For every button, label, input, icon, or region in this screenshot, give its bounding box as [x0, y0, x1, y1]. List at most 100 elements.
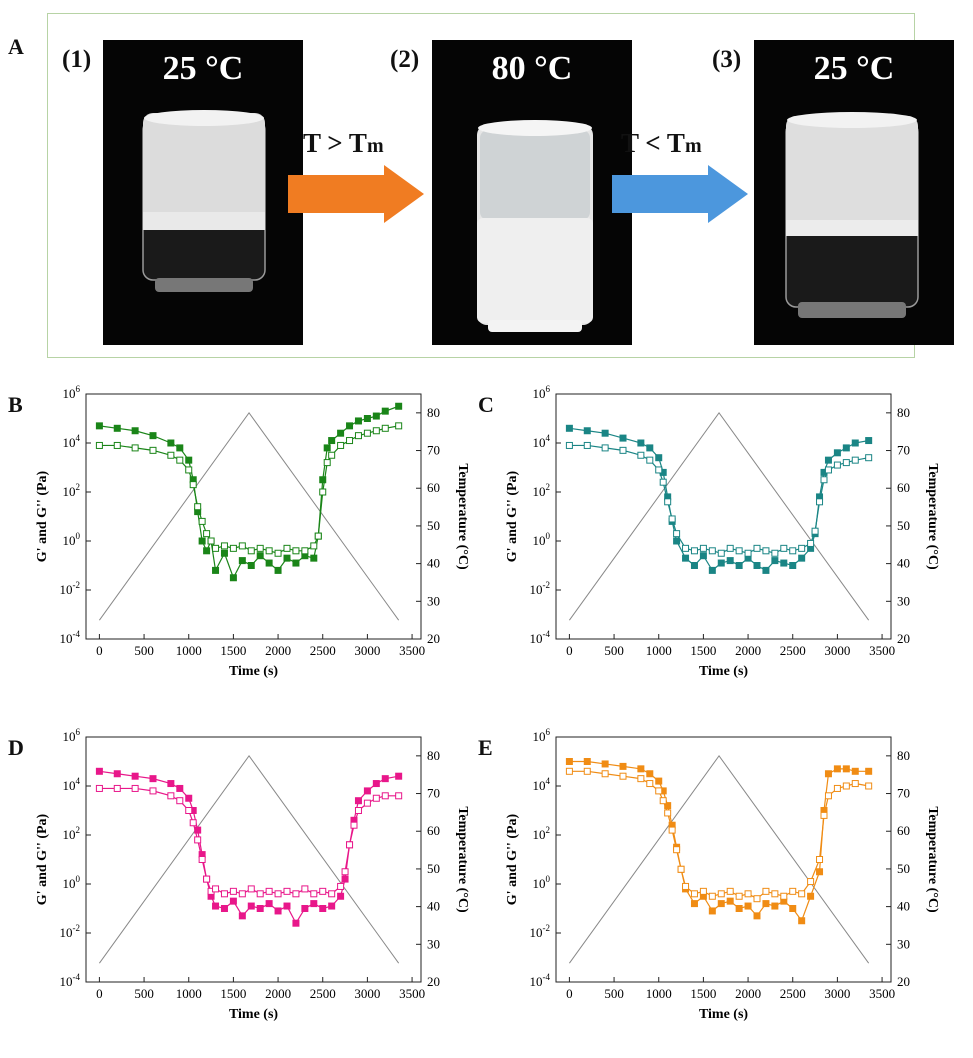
storage-modulus-point — [346, 422, 354, 430]
storage-modulus-point — [807, 892, 815, 900]
storage-modulus-point — [167, 439, 175, 447]
x-tick-label: 3000 — [354, 986, 380, 1001]
loss-modulus-point — [789, 547, 797, 555]
y-tick-label: 10-2 — [60, 923, 81, 940]
storage-modulus-point — [319, 476, 327, 484]
y-tick-label: 10-4 — [530, 629, 551, 646]
loss-modulus-point — [301, 547, 309, 555]
storage-modulus-point — [212, 902, 220, 910]
storage-modulus-point — [583, 427, 591, 435]
loss-modulus-point — [337, 441, 345, 449]
chart-b: 0 500 1000 1500 2000 2500 3000 3500 10-4 10-2 100 1… — [35, 384, 470, 679]
temperature-line — [568, 411, 870, 621]
y2-tick-label: 20 — [897, 974, 910, 989]
panel-letter-c: C — [478, 392, 494, 417]
loss-modulus-point — [677, 865, 685, 873]
storage-modulus-point — [265, 900, 273, 908]
loss-modulus-point — [95, 784, 103, 792]
y2-tick-label: 60 — [897, 480, 910, 495]
loss-modulus-point — [789, 887, 797, 895]
loss-modulus-point — [189, 481, 197, 489]
storage-modulus-point — [601, 760, 609, 768]
storage-modulus-point — [865, 437, 873, 445]
y-axis-label: G' and G'' (Pa) — [35, 813, 50, 905]
loss-modulus-point — [690, 890, 698, 898]
y2-tick-label: 40 — [427, 899, 440, 914]
loss-modulus-point — [820, 811, 828, 819]
storage-modulus-point — [310, 900, 318, 908]
loss-modulus-point — [113, 441, 121, 449]
storage-modulus-point — [337, 892, 345, 900]
storage-modulus-point — [185, 794, 193, 802]
panel-letter-b: B — [8, 392, 23, 417]
step-label-2: (2) — [390, 46, 420, 73]
loss-modulus-point — [372, 794, 380, 802]
x-tick-label: 1000 — [176, 986, 202, 1001]
y2-tick-label: 80 — [897, 748, 910, 763]
loss-modulus-point — [265, 547, 273, 555]
storage-modulus-point — [708, 907, 716, 915]
storage-modulus-point — [274, 566, 282, 574]
loss-modulus-point — [176, 456, 184, 464]
loss-modulus-point — [583, 767, 591, 775]
storage-modulus-point — [798, 554, 806, 562]
storage-modulus-point — [176, 784, 184, 792]
loss-modulus-point — [198, 856, 206, 863]
loss-modulus-point — [842, 782, 850, 790]
storage-modulus-point — [753, 912, 761, 920]
loss-modulus-point — [673, 530, 681, 538]
storage-modulus-point — [824, 770, 832, 778]
loss-modulus-point — [668, 515, 676, 523]
storage-modulus-point — [655, 777, 663, 785]
x-tick-label: 500 — [134, 986, 154, 1001]
photo-vial-1: 25 °C — [103, 40, 303, 345]
loss-modulus-point — [726, 544, 734, 552]
loss-modulus-line — [99, 425, 399, 554]
storage-modulus-point — [690, 562, 698, 569]
loss-modulus-point — [95, 441, 103, 449]
loss-modulus-point — [256, 544, 264, 552]
loss-modulus-point — [820, 476, 828, 484]
loss-modulus-point — [113, 784, 121, 792]
loss-modulus-point — [323, 459, 331, 467]
x-tick-label: 0 — [96, 986, 103, 1001]
loss-modulus-point — [824, 792, 832, 800]
x-tick-label: 3000 — [824, 643, 850, 658]
photo-vial-2: 80 °C — [432, 40, 632, 345]
loss-modulus-point — [314, 532, 322, 540]
y-tick-label: 100 — [533, 531, 551, 548]
storage-modulus-point — [381, 775, 389, 783]
loss-modulus-point — [346, 437, 354, 445]
y-axis-label: G' and G'' (Pa) — [35, 470, 50, 562]
x-axis-label: Time (s) — [699, 1007, 748, 1022]
loss-modulus-line — [569, 770, 869, 900]
storage-modulus-point — [762, 566, 770, 574]
loss-modulus-point — [682, 882, 690, 890]
x-tick-label: 500 — [604, 986, 624, 1001]
storage-modulus-point — [762, 900, 770, 908]
x-tick-label: 1000 — [646, 986, 672, 1001]
x-tick-label: 1000 — [176, 643, 202, 658]
storage-modulus-point — [319, 905, 327, 912]
storage-modulus-point — [131, 772, 139, 780]
x-tick-label: 500 — [604, 643, 624, 658]
storage-modulus-point — [198, 537, 206, 545]
cooling-arrow-label: T < Tm — [621, 128, 702, 158]
loss-modulus-point — [583, 441, 591, 449]
y2-tick-label: 30 — [897, 593, 910, 608]
loss-modulus-point — [798, 890, 806, 898]
loss-modulus-point — [637, 775, 645, 783]
storage-modulus-point — [247, 562, 255, 569]
storage-modulus-point — [341, 875, 349, 883]
storage-modulus-point — [283, 554, 291, 562]
storage-modulus-line — [569, 427, 869, 572]
storage-modulus-point — [637, 439, 645, 447]
loss-modulus-point — [655, 787, 663, 795]
storage-modulus-point — [265, 559, 273, 567]
y2-tick-label: 40 — [897, 899, 910, 914]
storage-modulus-point — [833, 765, 841, 773]
loss-modulus-point — [699, 544, 707, 552]
loss-modulus-point — [301, 885, 309, 893]
loss-modulus-point — [816, 856, 824, 863]
y2-tick-label: 30 — [427, 936, 440, 951]
